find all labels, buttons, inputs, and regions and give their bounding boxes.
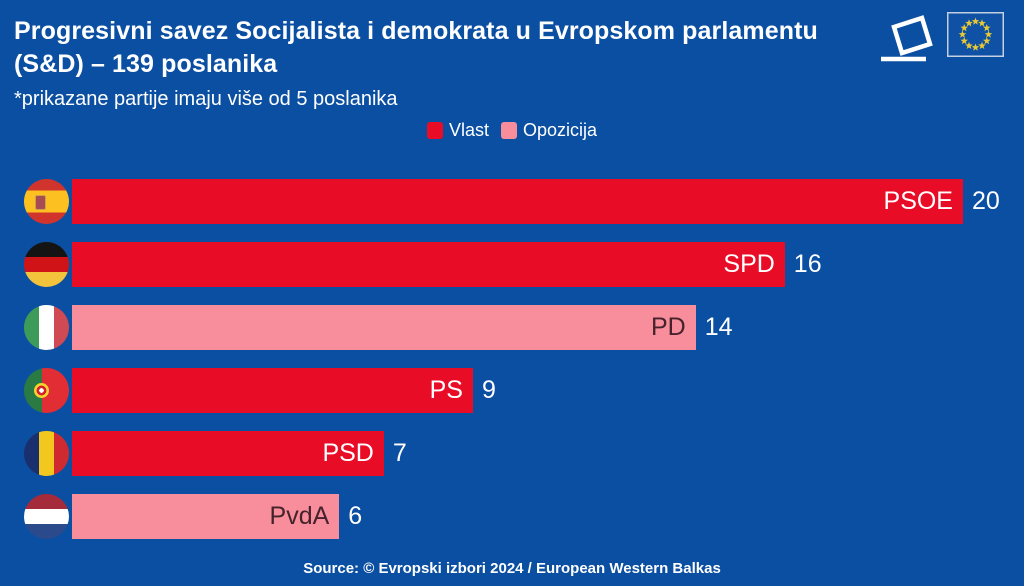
eu-star [982,24,991,32]
chart-legend: Vlast Opozicija [0,120,1024,141]
bar-value-ps: 9 [481,376,496,404]
subtitle-note: *prikazane partije imaju više od 5 posla… [14,88,398,110]
bar-value-pd: 14 [704,313,733,341]
eu-flag-icon [947,12,1004,57]
eu-star [960,37,969,45]
spain-flag-icon [24,179,69,224]
bar-ps: PS [72,368,473,413]
bar-label-psd: PSD [322,439,374,467]
bar-value-spd: 16 [793,250,822,278]
bar-label-psoe: PSOE [883,187,953,215]
bar-psoe: PSOE [72,179,963,224]
eu-star [965,41,973,49]
germany-flag-icon [24,242,69,287]
eu-star [984,30,993,38]
netherlands-flag-icon [24,494,69,539]
bar-value-psoe: 20 [972,187,1000,215]
italy-flag-icon [24,305,69,350]
bar-psd: PSD [72,431,384,476]
eu-star [982,37,991,45]
bar-row-pvda: PvdA 6 [24,494,1000,539]
bar-label-pvda: PvdA [269,502,330,530]
legend-label-vlast: Vlast [448,120,489,140]
eu-star [978,41,986,49]
ballot-box-icon [881,15,933,62]
bar-row-psoe: PSOE 20 [24,179,1000,224]
eu-star [971,43,980,51]
legend-swatch-opozicija [501,122,517,139]
eu-star [960,24,969,32]
bar-value-pvda: 6 [348,502,363,530]
source-credit: Source: © Evropski izbori 2024 / Europea… [303,560,721,577]
bar-row-spd: SPD 16 [24,242,1000,287]
page-title: Progresivni savez Socijalista i demokrat… [14,17,818,78]
eu-star [971,17,980,25]
romania-flag-icon [24,431,69,476]
bar-label-pd: PD [650,313,686,341]
bar-row-ps: PS 9 [24,368,1000,413]
bar-row-pd: PD 14 [24,305,1000,350]
bar-pd: PD [72,305,696,350]
bar-spd: SPD [72,242,785,287]
header-icons [880,12,1004,64]
eu-star [978,19,986,27]
bar-label-ps: PS [429,376,463,404]
legend-label-opozicija: Opozicija [523,120,598,140]
legend-item-opozicija: Opozicija [501,120,597,141]
header: Progresivni savez Socijalista i demokrat… [14,15,874,111]
bar-value-psd: 7 [392,439,407,467]
bar-chart: PSOE 20 SPD 16 PD 14 PS 9 PSD 7 PvdA 6 [24,179,1000,557]
portugal-flag-icon [24,368,69,413]
legend-item-vlast: Vlast [426,120,489,141]
bar-label-spd: SPD [723,250,775,278]
legend-swatch-vlast [426,122,443,139]
bar-row-psd: PSD 7 [24,431,1000,476]
eu-star [965,19,973,27]
eu-star [958,30,967,38]
bar-pvda: PvdA [72,494,340,539]
